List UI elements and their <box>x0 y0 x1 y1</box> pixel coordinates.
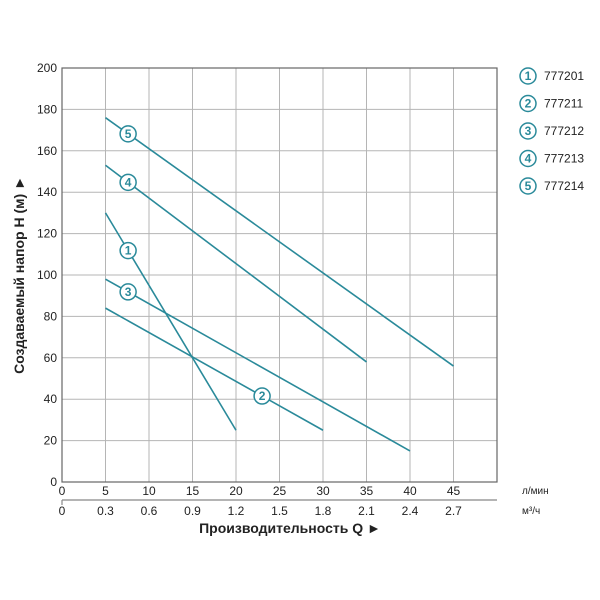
grid <box>62 68 497 482</box>
legend-badge <box>519 94 537 113</box>
series-line-4 <box>105 164 367 363</box>
legend-entry: 777214 <box>544 179 584 193</box>
y-tick-label: 40 <box>44 392 58 406</box>
x2-tick-label: 2.7 <box>445 504 462 518</box>
x-tick-label: 30 <box>316 484 330 498</box>
legend-entry: 777212 <box>544 124 584 138</box>
x-axis-label: Производительность Q ► <box>199 520 381 536</box>
y-tick-label: 80 <box>44 309 58 323</box>
legend-number: 1 <box>525 69 532 83</box>
x-tick-label: 10 <box>142 484 156 498</box>
curve-number-badge <box>119 283 137 301</box>
series-lines: 1 2 3 4 5 <box>104 117 454 452</box>
y-tick-label: 160 <box>37 144 57 158</box>
x2-tick-label: 1.2 <box>228 504 245 518</box>
x-tick-label: 45 <box>447 484 461 498</box>
y-tick-label: 120 <box>37 227 57 241</box>
plot-frame <box>61 67 498 483</box>
legend-number: 4 <box>525 152 532 166</box>
x2-unit-label: м³/ч <box>522 506 540 517</box>
x-tick-label: 20 <box>229 484 243 498</box>
x-tick-label: 35 <box>360 484 374 498</box>
legend-entry: 777213 <box>544 152 584 166</box>
x-tick-label: 5 <box>102 484 109 498</box>
series-line-3 <box>105 278 411 452</box>
curve-number: 3 <box>125 285 132 299</box>
y-tick-label: 20 <box>44 434 58 448</box>
x-tick-label: 0 <box>59 484 66 498</box>
x-tick-label: 25 <box>273 484 287 498</box>
legend-number: 2 <box>525 97 532 111</box>
y-tick-label: 200 <box>37 61 57 75</box>
legend-badge <box>519 149 537 168</box>
legend-entry: 777211 <box>544 97 583 111</box>
x2-tick-label: 0.3 <box>97 504 114 518</box>
legend-entry: 777201 <box>544 69 584 83</box>
x2-tick-label: 0.9 <box>184 504 201 518</box>
y-axis-label: Создаваемый напор H (м) ► <box>11 176 27 374</box>
x2-tick-label: 1.5 <box>271 504 288 518</box>
curve-number-badge <box>119 241 137 260</box>
y-tick-label: 180 <box>37 102 57 116</box>
x-unit-label: л/мин <box>522 486 549 497</box>
legend-badge <box>519 67 537 85</box>
curve-number: 2 <box>259 389 266 403</box>
y-tick-label: 140 <box>37 185 57 199</box>
legend-number: 3 <box>525 124 532 138</box>
x-tick-label: 40 <box>403 484 417 498</box>
curve-number-badge <box>253 387 271 405</box>
series-line-2 <box>105 307 324 431</box>
x-tick-label: 15 <box>186 484 200 498</box>
curve-number: 1 <box>125 244 132 258</box>
legend: 1 777201 2 777211 3 777212 4 777213 5 777214 <box>519 67 584 195</box>
y-tick-label: 60 <box>44 351 58 365</box>
curve-number: 4 <box>125 175 132 189</box>
series-line-5 <box>105 117 454 367</box>
x2-tick-label: 0 <box>59 504 66 518</box>
x2-tick-label: 2.4 <box>402 504 419 518</box>
curve-number: 5 <box>125 127 132 141</box>
curve-number-badge <box>119 173 137 192</box>
legend-badge <box>519 177 537 195</box>
x2-tick-label: 2.1 <box>358 504 375 518</box>
legend-badge <box>519 122 537 140</box>
y-tick-label: 100 <box>37 268 57 282</box>
y-tick-label: 0 <box>50 475 57 489</box>
curve-number-badge <box>119 125 137 143</box>
legend-number: 5 <box>525 179 532 193</box>
x2-tick-label: 0.6 <box>141 504 158 518</box>
x2-tick-label: 1.8 <box>315 504 332 518</box>
